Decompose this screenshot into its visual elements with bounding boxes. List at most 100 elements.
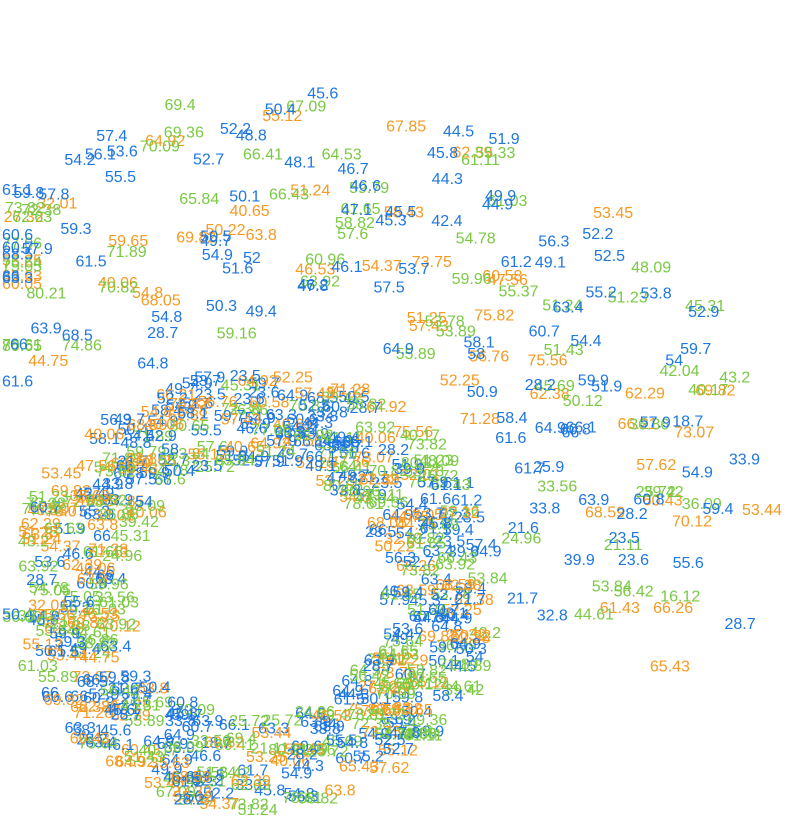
scatter-point-label: 50.9 — [467, 384, 498, 401]
scatter-point-label: 39.9 — [394, 461, 425, 478]
scatter-point-label: 64.9 — [162, 752, 193, 769]
scatter-point-label: 23.5 — [230, 368, 261, 385]
scatter-point-label: 63.92 — [435, 556, 475, 573]
scatter-point-label: 21.6 — [108, 681, 139, 698]
scatter-point-label: 21.7 — [118, 454, 149, 471]
scatter-point-label: 62.29 — [111, 456, 151, 473]
scatter-point-label: 54.78 — [374, 727, 414, 744]
scatter-point-label: 46.1 — [381, 584, 412, 601]
scatter-point-label: 60.7 — [395, 667, 426, 684]
scatter-point-label: 69.82 — [418, 628, 458, 645]
scatter-point-label: 69.4 — [317, 707, 348, 724]
scatter-point-label: 61.11 — [323, 430, 362, 447]
scatter-point-label: 50.4 — [140, 679, 171, 696]
scatter-point-label: 70.82 — [289, 398, 329, 415]
scatter-point-label: 35.63 — [70, 488, 110, 505]
scatter-point-label: 49.1 — [535, 255, 566, 272]
scatter-point-label: 62.29 — [388, 653, 428, 670]
scatter-point-label: 44.5 — [445, 659, 476, 676]
scatter-point-label: 58.82 — [76, 636, 116, 653]
scatter-point-label: 52 — [243, 250, 261, 267]
scatter-point-label: 49.7 — [165, 381, 196, 398]
scatter-point-label: 66.41 — [243, 146, 283, 163]
scatter-point-label: 46.53 — [295, 262, 335, 279]
scatter-point-label: 52.5 — [594, 248, 625, 265]
scatter-point-label: 36.09 — [2, 609, 42, 626]
scatter-point-label: 49.7 — [114, 412, 145, 429]
scatter-point-label: 58.4 — [432, 688, 463, 705]
scatter-point-label: 53.45 — [144, 775, 184, 792]
scatter-point-label: 47.8 — [297, 278, 328, 295]
scatter-point-label: 73.07 — [674, 425, 714, 442]
scatter-point-label: 46.7 — [338, 161, 369, 178]
scatter-point-label: 65.43 — [650, 659, 690, 676]
scatter-point-label: 23.5 — [454, 510, 485, 527]
scatter-point-label: 73.07 — [73, 669, 113, 686]
scatter-point-label: 18.7 — [672, 414, 703, 431]
scatter-point-label: 50.12 — [402, 676, 442, 693]
scatter-point-label: 48.8 — [120, 435, 151, 452]
scatter-point-label: 55.5 — [191, 423, 222, 440]
scatter-point-label: 50.22 — [451, 628, 491, 645]
scatter-point-label: 54.4 — [383, 627, 414, 644]
scatter-point-label: 40.06 — [270, 753, 310, 770]
scatter-point-label: 63.92 — [87, 492, 127, 509]
scatter-point-label: 58.1 — [464, 335, 495, 352]
scatter-point-label: 54.8 — [176, 403, 207, 420]
scatter-point-label: 70.82 — [404, 530, 444, 547]
scatter-point-label: 23.5 — [434, 534, 465, 551]
scatter-point-label: 51.43 — [431, 477, 471, 494]
scatter-point-label: 63.4 — [421, 572, 452, 589]
scatter-point-label: 66 — [70, 689, 88, 706]
scatter-point-label: 40.65 — [230, 203, 270, 220]
scatter-point-label: 71.89 — [396, 726, 436, 743]
scatter-point-label: 71.89 — [419, 517, 459, 534]
scatter-point-label: 48.09 — [631, 259, 671, 276]
scatter-point-label: 52.9 — [146, 428, 177, 445]
scatter-point-label: 24.96 — [295, 704, 335, 721]
scatter-point-label: 69.82 — [67, 615, 107, 632]
scatter-point-label: 61.1 — [2, 182, 33, 199]
scatter-point-label: 73.82 — [400, 563, 440, 580]
scatter-point-label: 75.64 — [2, 254, 42, 271]
scatter-point-label: 47.8 — [389, 725, 420, 742]
scatter-point-label: 49.4 — [70, 641, 101, 658]
scatter-point-label: 57.43 — [88, 545, 128, 562]
scatter-point-label: 57.6 — [402, 723, 433, 740]
scatter-point-label: 44.9 — [92, 477, 123, 494]
scatter-point-label: 44.5 — [443, 124, 474, 141]
scatter-point-label: 63.4 — [95, 571, 126, 588]
scatter-point-label: 62.39 — [453, 144, 493, 161]
scatter-point-label: 75.64 — [383, 634, 423, 651]
scatter-point-label: 63.8 — [22, 527, 53, 544]
scatter-point-label: 52.5 — [299, 398, 330, 415]
scatter-point-label: 53.84 — [170, 446, 210, 463]
scatter-point-label: 47.1 — [165, 707, 196, 724]
scatter-point-label: 64.9 — [164, 727, 195, 744]
scatter-point-label: 64.9 — [295, 705, 326, 722]
scatter-point-label: 49.7 — [391, 631, 422, 648]
scatter-point-label: 53.6 — [34, 554, 65, 571]
scatter-point-label: 49.7 — [277, 447, 308, 464]
scatter-point-label: 68.59 — [585, 505, 625, 522]
scatter-point-label: 39.42 — [119, 514, 159, 531]
scatter-point-label: 45.6 — [100, 722, 131, 739]
scatter-point-label: 40.06 — [76, 492, 116, 509]
scatter-point-label: 63.9 — [298, 426, 329, 443]
scatter-point-label: 40.06 — [98, 275, 138, 292]
scatter-point-label: 45.6 — [307, 85, 338, 102]
scatter-point-label: 56.3 — [100, 412, 131, 429]
scatter-point-label: 66.21 — [618, 416, 658, 433]
scatter-point-label: 49.4 — [328, 429, 359, 446]
scatter-point-label: 73.75 — [80, 608, 120, 625]
scatter-point-label: 45.3 — [410, 592, 441, 609]
scatter-point-label: 73.75 — [412, 254, 452, 271]
scatter-point-label: 71.28 — [330, 381, 370, 398]
scatter-point-label: 66.1 — [116, 458, 147, 475]
scatter-point-label: 51.6 — [222, 261, 253, 278]
scatter-point-label: 51.24 — [196, 764, 236, 781]
scatter-point-label: 57.5 — [328, 440, 359, 457]
scatter-point-label: 54.9 — [202, 247, 233, 264]
scatter-point-label: 46.53 — [311, 708, 351, 725]
scatter-point-label: 74.86 — [62, 337, 102, 354]
